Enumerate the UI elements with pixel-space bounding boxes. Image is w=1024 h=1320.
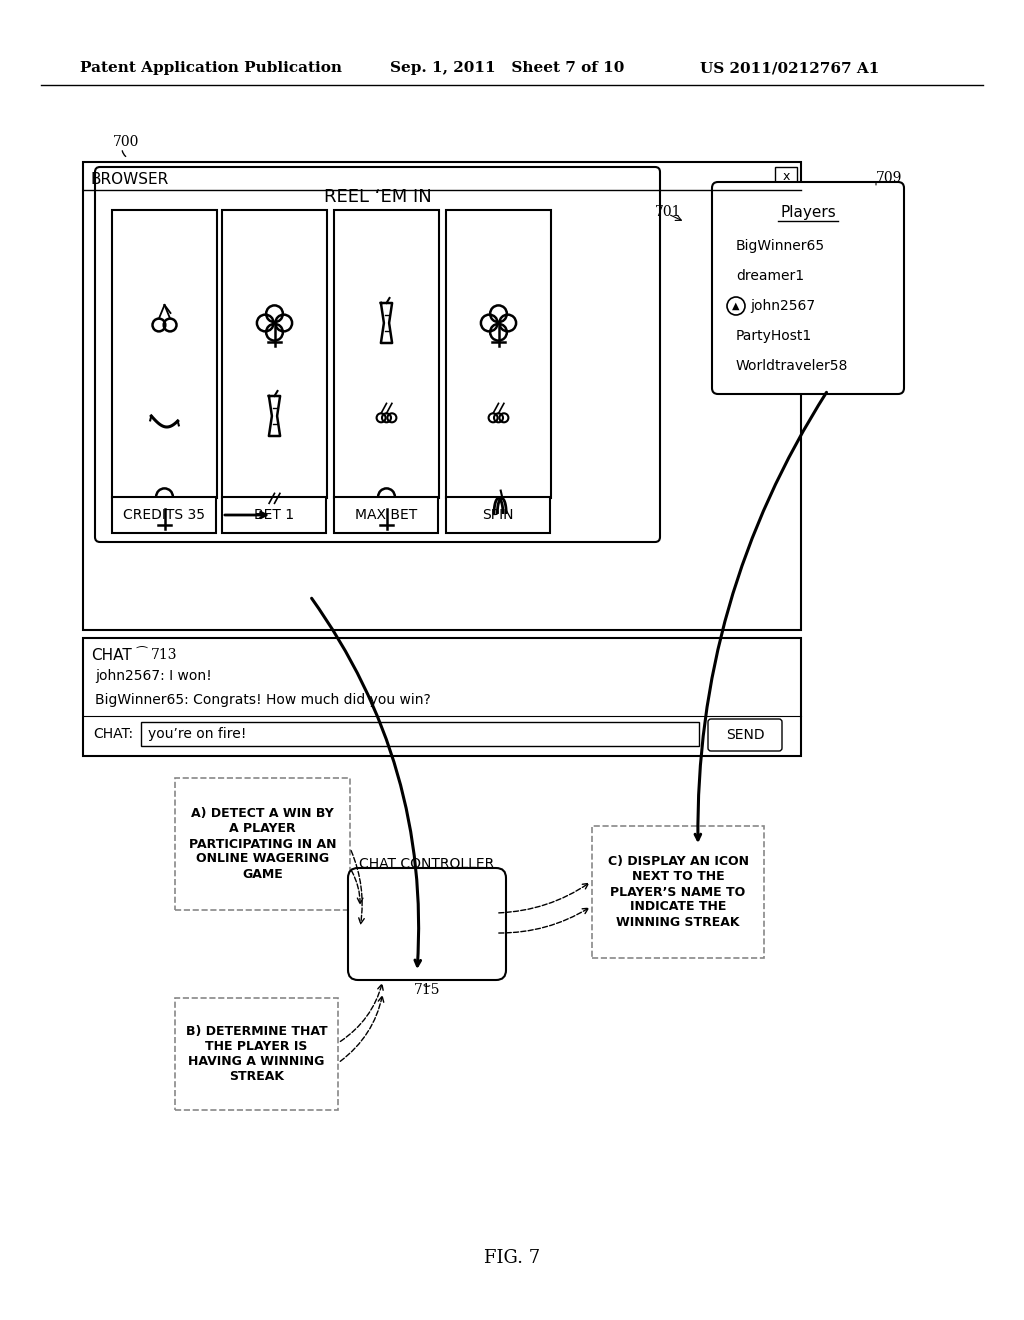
Text: Players: Players xyxy=(780,205,836,219)
Text: 709: 709 xyxy=(876,172,902,185)
Text: A) DETECT A WIN BY
A PLAYER
PARTICIPATING IN AN
ONLINE WAGERING
GAME: A) DETECT A WIN BY A PLAYER PARTICIPATIN… xyxy=(188,808,336,880)
FancyBboxPatch shape xyxy=(222,210,327,498)
FancyBboxPatch shape xyxy=(592,826,764,958)
Text: FIG. 7: FIG. 7 xyxy=(484,1249,540,1267)
Text: Patent Application Publication: Patent Application Publication xyxy=(80,61,342,75)
Text: Sep. 1, 2011   Sheet 7 of 10: Sep. 1, 2011 Sheet 7 of 10 xyxy=(390,61,625,75)
Text: 701: 701 xyxy=(655,205,682,219)
Text: dreamer1: dreamer1 xyxy=(736,269,804,282)
Text: CHAT: CHAT xyxy=(91,648,132,663)
FancyBboxPatch shape xyxy=(775,168,797,187)
Text: you’re on fire!: you’re on fire! xyxy=(148,727,247,741)
FancyBboxPatch shape xyxy=(348,869,506,979)
Text: MAX BET: MAX BET xyxy=(355,508,417,521)
FancyBboxPatch shape xyxy=(222,498,326,533)
Text: BigWinner65: Congrats! How much did you win?: BigWinner65: Congrats! How much did you … xyxy=(95,693,431,708)
FancyBboxPatch shape xyxy=(83,162,801,630)
Text: john2567: I won!: john2567: I won! xyxy=(95,669,212,682)
Text: REEL ‘EM IN: REEL ‘EM IN xyxy=(324,187,431,206)
Text: 700: 700 xyxy=(113,135,139,149)
Text: BROWSER: BROWSER xyxy=(91,173,169,187)
Text: x: x xyxy=(782,170,790,183)
Text: 715: 715 xyxy=(414,983,440,997)
FancyBboxPatch shape xyxy=(141,722,699,746)
Text: C) DISPLAY AN ICON
NEXT TO THE
PLAYER’S NAME TO
INDICATE THE
WINNING STREAK: C) DISPLAY AN ICON NEXT TO THE PLAYER’S … xyxy=(607,855,749,928)
FancyBboxPatch shape xyxy=(95,168,660,543)
Text: BigWinner65: BigWinner65 xyxy=(736,239,825,253)
FancyBboxPatch shape xyxy=(446,210,551,498)
Text: ⁀: ⁀ xyxy=(136,648,146,661)
Text: john2567: john2567 xyxy=(750,300,815,313)
FancyBboxPatch shape xyxy=(175,998,338,1110)
Text: PartyHost1: PartyHost1 xyxy=(736,329,812,343)
FancyBboxPatch shape xyxy=(446,498,550,533)
Text: ▲: ▲ xyxy=(732,301,739,312)
FancyBboxPatch shape xyxy=(334,498,438,533)
FancyBboxPatch shape xyxy=(112,210,217,498)
Text: 713: 713 xyxy=(151,648,177,663)
Text: CHAT:: CHAT: xyxy=(93,727,133,741)
Text: US 2011/0212767 A1: US 2011/0212767 A1 xyxy=(700,61,880,75)
Text: B) DETERMINE THAT
THE PLAYER IS
HAVING A WINNING
STREAK: B) DETERMINE THAT THE PLAYER IS HAVING A… xyxy=(185,1026,328,1082)
Text: SPIN: SPIN xyxy=(482,508,514,521)
Text: BET 1: BET 1 xyxy=(254,508,294,521)
Text: SEND: SEND xyxy=(726,729,764,742)
FancyBboxPatch shape xyxy=(175,777,350,909)
Text: CHAT CONTROLLER: CHAT CONTROLLER xyxy=(359,857,495,871)
FancyBboxPatch shape xyxy=(708,719,782,751)
FancyBboxPatch shape xyxy=(83,638,801,756)
Text: CREDITS 35: CREDITS 35 xyxy=(123,508,205,521)
FancyBboxPatch shape xyxy=(112,498,216,533)
FancyBboxPatch shape xyxy=(712,182,904,393)
FancyBboxPatch shape xyxy=(334,210,439,498)
Text: Worldtraveler58: Worldtraveler58 xyxy=(736,359,848,374)
